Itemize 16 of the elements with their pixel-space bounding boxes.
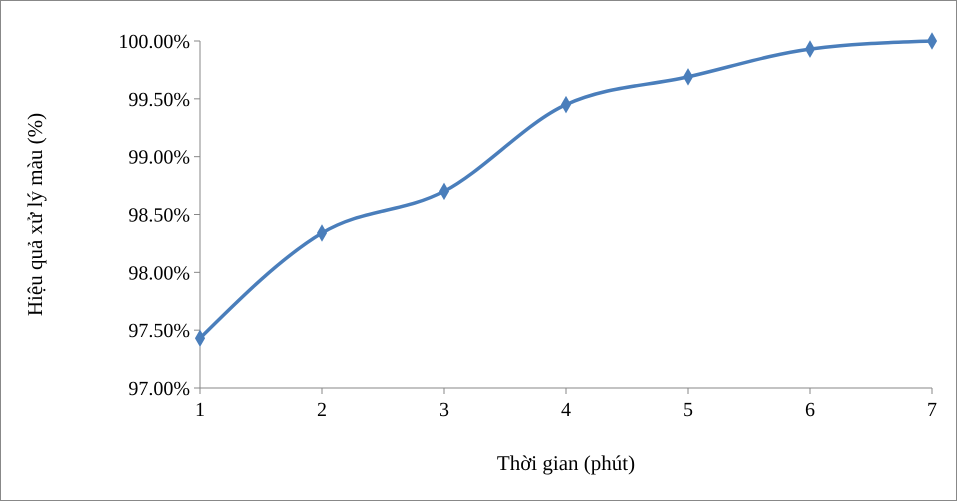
y-tick-label: 97.50% xyxy=(128,320,190,342)
x-tick-label: 6 xyxy=(805,399,815,421)
y-tick-label: 99.50% xyxy=(128,88,190,111)
x-tick-label: 2 xyxy=(317,399,327,421)
x-axis-title: Thời gian (phút) xyxy=(496,451,636,475)
y-axis-title: Hiệu quả xử lý màu (%) xyxy=(23,112,47,316)
x-tick-label: 5 xyxy=(683,399,693,421)
x-tick-label: 3 xyxy=(439,399,449,421)
y-tick-label: 100.00% xyxy=(118,31,190,53)
y-tick-label: 97.00% xyxy=(128,378,190,400)
x-tick-label: 1 xyxy=(195,399,205,421)
y-tick-label: 99.00% xyxy=(128,146,190,169)
y-tick-label: 98.50% xyxy=(128,204,190,226)
y-tick-label: 98.00% xyxy=(128,262,190,284)
x-tick-label: 4 xyxy=(561,399,571,421)
x-tick-label: 7 xyxy=(927,399,937,421)
